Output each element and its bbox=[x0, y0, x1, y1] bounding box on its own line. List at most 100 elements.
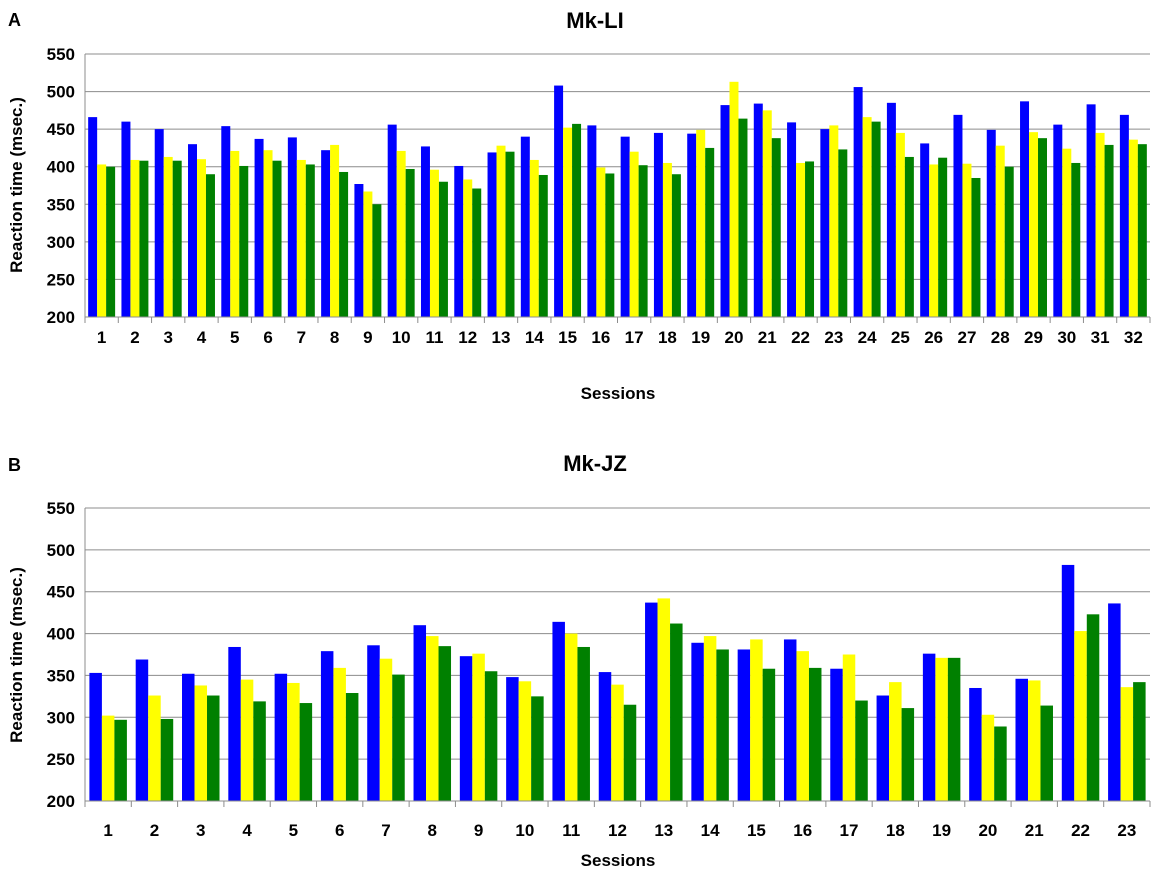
y-axis-title: Reaction time (msec.) bbox=[7, 97, 26, 273]
x-tick-label: 29 bbox=[1024, 328, 1043, 347]
bar-series-3 bbox=[1040, 705, 1053, 801]
bar-series-2 bbox=[729, 81, 739, 317]
y-tick-label: 450 bbox=[47, 583, 75, 602]
bar-series-3 bbox=[239, 165, 249, 317]
bar-series-1 bbox=[354, 184, 364, 317]
bar-series-2 bbox=[563, 127, 573, 317]
bar-series-2 bbox=[379, 658, 393, 801]
bar-series-1 bbox=[520, 136, 530, 317]
bar-series-3 bbox=[716, 649, 729, 801]
x-tick-label: 4 bbox=[197, 328, 207, 347]
bar-series-1 bbox=[287, 137, 297, 317]
x-tick-label: 18 bbox=[658, 328, 677, 347]
bar-series-3 bbox=[1038, 138, 1047, 317]
x-tick-label: 15 bbox=[558, 328, 577, 347]
bar-series-3 bbox=[160, 718, 174, 801]
bar-series-1 bbox=[454, 165, 464, 317]
x-tick-label: 7 bbox=[297, 328, 306, 347]
bar-series-3 bbox=[1071, 162, 1081, 317]
x-tick-label: 16 bbox=[793, 821, 812, 840]
bar-series-2 bbox=[529, 159, 539, 317]
bar-series-1 bbox=[720, 105, 730, 317]
y-tick-label: 400 bbox=[47, 625, 75, 644]
bar-series-1 bbox=[321, 150, 331, 317]
bar-series-1 bbox=[876, 695, 890, 801]
x-tick-label: 14 bbox=[525, 328, 544, 347]
bar-series-2 bbox=[130, 159, 140, 317]
bar-series-2 bbox=[426, 636, 439, 801]
x-tick-label: 12 bbox=[458, 328, 477, 347]
bar-series-2 bbox=[935, 657, 948, 801]
bar-series-2 bbox=[829, 125, 839, 317]
bar-series-2 bbox=[762, 110, 772, 317]
bar-series-2 bbox=[662, 162, 672, 317]
bar-series-1 bbox=[487, 152, 497, 317]
bar-series-3 bbox=[438, 181, 448, 317]
x-tick-label: 11 bbox=[562, 821, 580, 840]
bar-series-2 bbox=[696, 129, 706, 317]
bar-series-2 bbox=[750, 639, 763, 801]
y-tick-label: 200 bbox=[47, 308, 75, 327]
bar-series-1 bbox=[188, 144, 197, 317]
bar-series-3 bbox=[405, 168, 415, 317]
bar-series-3 bbox=[605, 173, 615, 317]
bar-series-2 bbox=[163, 156, 173, 317]
bar-series-1 bbox=[552, 621, 565, 801]
bar-series-2 bbox=[101, 715, 115, 801]
x-tick-label: 26 bbox=[924, 328, 943, 347]
bar-series-3 bbox=[1104, 144, 1114, 317]
x-tick-label: 30 bbox=[1057, 328, 1076, 347]
bar-series-3 bbox=[904, 156, 914, 317]
bar-series-2 bbox=[1062, 148, 1072, 317]
bar-series-2 bbox=[148, 695, 161, 801]
x-tick-label: 15 bbox=[747, 821, 766, 840]
bar-series-1 bbox=[506, 677, 519, 801]
bar-series-1 bbox=[753, 103, 763, 317]
x-tick-label: 25 bbox=[891, 328, 910, 347]
bar-series-2 bbox=[296, 159, 306, 317]
bar-series-3 bbox=[339, 171, 349, 317]
x-tick-label: 13 bbox=[492, 328, 511, 347]
bar-series-1 bbox=[920, 143, 930, 317]
bar-series-3 bbox=[172, 160, 182, 317]
x-tick-label: 17 bbox=[840, 821, 859, 840]
chart-panel-b: B Mk-JZ Reaction time (msec.) Sessions 2… bbox=[7, 451, 1151, 870]
bar-series-2 bbox=[703, 636, 717, 801]
bar-series-2 bbox=[889, 682, 902, 801]
x-tick-label: 32 bbox=[1124, 328, 1143, 347]
y-tick-label: 250 bbox=[47, 750, 75, 769]
x-tick-label: 9 bbox=[363, 328, 372, 347]
bar-series-1 bbox=[274, 673, 288, 801]
bar-series-3 bbox=[901, 708, 915, 801]
x-tick-label: 23 bbox=[1117, 821, 1136, 840]
x-tick-label: 12 bbox=[608, 821, 627, 840]
x-tick-label: 1 bbox=[97, 328, 106, 347]
bar-series-1 bbox=[228, 646, 241, 801]
bar-series-1 bbox=[554, 85, 564, 317]
bar-series-3 bbox=[253, 701, 266, 801]
bar-series-1 bbox=[420, 146, 430, 317]
bar-series-2 bbox=[333, 667, 346, 801]
bar-series-3 bbox=[299, 703, 313, 801]
y-tick-label: 450 bbox=[47, 120, 75, 139]
bar-series-1 bbox=[1108, 603, 1121, 801]
x-tick-label: 7 bbox=[381, 821, 390, 840]
bar-series-3 bbox=[705, 147, 715, 317]
x-tick-label: 27 bbox=[957, 328, 976, 347]
bar-series-2 bbox=[611, 684, 624, 801]
bar-series-1 bbox=[645, 602, 658, 801]
bar-series-3 bbox=[106, 166, 116, 317]
y-tick-label: 400 bbox=[47, 158, 75, 177]
bar-series-2 bbox=[895, 132, 905, 317]
bar-series-3 bbox=[762, 668, 776, 801]
bar-series-2 bbox=[1029, 132, 1039, 317]
bar-series-2 bbox=[363, 191, 373, 317]
bar-series-3 bbox=[771, 138, 781, 317]
bar-series-2 bbox=[396, 150, 406, 317]
x-tick-labels: 1 2 3 4 5 6 7 8 9 10 11 12 13 14 15 16 17 18 19 20 21 22 23 24 2… bbox=[97, 328, 1143, 347]
axes bbox=[84, 508, 1151, 807]
bar-series-1 bbox=[1119, 114, 1129, 318]
bar-series-2 bbox=[796, 651, 809, 801]
bar-series-3 bbox=[808, 667, 822, 801]
